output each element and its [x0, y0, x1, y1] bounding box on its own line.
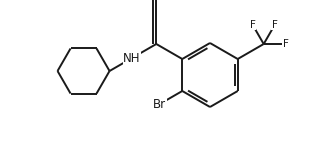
Text: F: F: [283, 39, 289, 49]
Text: F: F: [272, 20, 278, 30]
Text: Br: Br: [153, 97, 166, 111]
Text: NH: NH: [123, 52, 141, 64]
Text: F: F: [250, 20, 255, 30]
